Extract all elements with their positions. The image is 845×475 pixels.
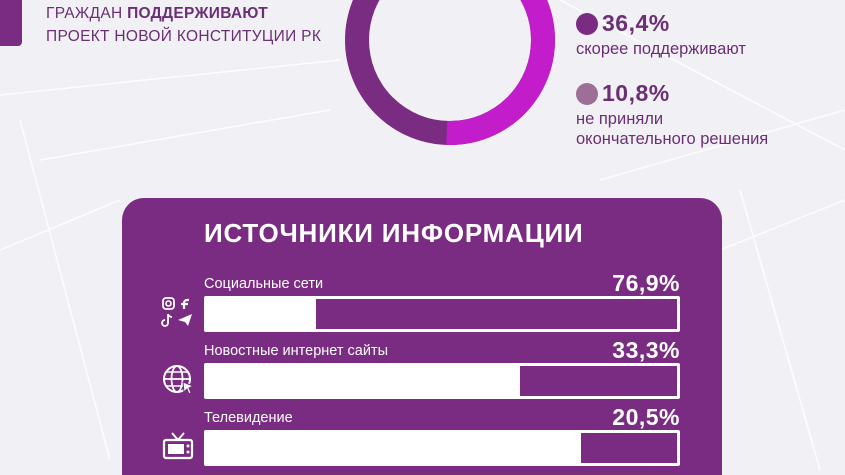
bar-fill [207, 433, 581, 463]
source-row-news-sites: Новостные интернет сайты 33,3% [122, 337, 722, 403]
globe-icon [163, 365, 195, 395]
legend-item-undecided: 10,8% не приняли окончательного решения [576, 80, 768, 149]
source-value: 20,5% [612, 404, 680, 430]
source-row-social: Социальные сети 76,9% [122, 270, 722, 336]
source-label: Телевидение [204, 410, 293, 426]
corner-accent-block [0, 0, 22, 46]
legend-dot [576, 82, 598, 105]
headline-prefix: ГРАЖДАН [46, 5, 128, 22]
bar-track [204, 430, 680, 466]
source-value: 76,9% [612, 270, 680, 296]
legend-desc-line-1: не приняли [576, 110, 664, 128]
legend-item-support: 36,4% скорее поддерживают [576, 10, 746, 59]
legend-desc: скорее поддерживают [576, 40, 746, 58]
source-label: Новостные интернет сайты [204, 343, 389, 359]
bar-track [204, 296, 680, 332]
tv-icon [162, 432, 194, 460]
legend-pct: 10,8% [602, 80, 670, 106]
source-label: Социальные сети [204, 276, 324, 292]
headline: ГРАЖДАН ПОДДЕРЖИВАЮТ ПРОЕКТ НОВОЙ КОНСТИ… [46, 4, 321, 48]
legend-dot [576, 12, 598, 35]
donut-segment-highlight [446, 0, 555, 145]
bar-fill [207, 366, 521, 396]
legend-desc-line-2: окончательного решения [576, 130, 769, 148]
headline-bold: ПОДДЕРЖИВАЮТ [127, 5, 269, 22]
headline-line-2: ПРОЕКТ НОВОЙ КОНСТИТУЦИИ РК [46, 28, 322, 45]
social-media-icon [161, 297, 192, 327]
sources-panel: ИСТОЧНИКИ ИНФОРМАЦИИ Социальные сети 76,… [122, 198, 722, 475]
legend-pct: 36,4% [602, 10, 670, 36]
source-row-tv: Телевидение 20,5% [122, 404, 722, 470]
bar-fill [207, 299, 316, 329]
panel-title: ИСТОЧНИКИ ИНФОРМАЦИИ [204, 218, 584, 248]
support-donut-chart [345, 0, 555, 145]
headline-line-1: ГРАЖДАН ПОДДЕРЖИВАЮТ [46, 4, 321, 24]
bar-track [204, 363, 680, 399]
source-value: 33,3% [612, 337, 680, 363]
